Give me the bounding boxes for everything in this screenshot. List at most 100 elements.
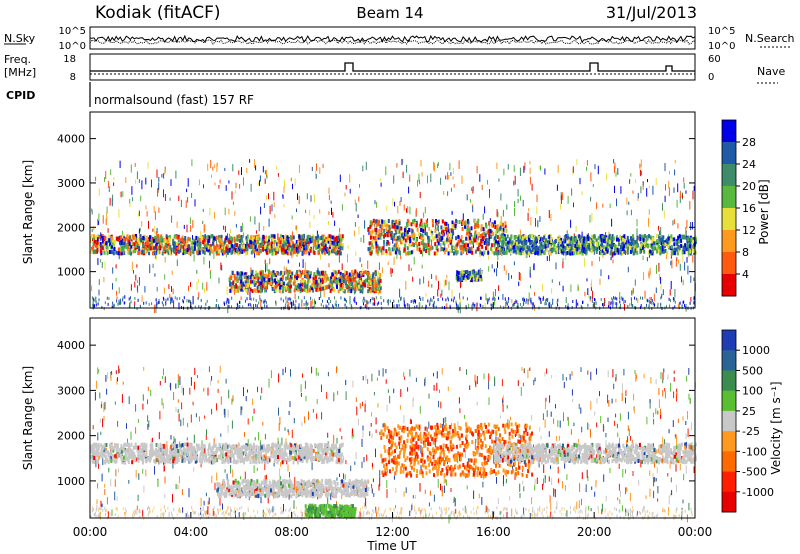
scatter-cell (468, 303, 470, 309)
band-cell (468, 247, 471, 252)
band-cell (251, 269, 254, 274)
band-cell (648, 243, 651, 248)
band-cell (525, 249, 528, 254)
scatter-cell (664, 195, 666, 202)
band-cell (337, 289, 340, 294)
band-cell (413, 243, 415, 247)
scatter-cell (203, 256, 205, 265)
band-cell (567, 243, 570, 248)
ground-scatter-cell (307, 307, 309, 311)
band-cell (527, 248, 530, 253)
band-cell (571, 237, 574, 241)
band-cell (279, 240, 282, 245)
scatter-cell (475, 234, 477, 239)
ground-scatter-cell (328, 297, 330, 301)
band-cell (648, 234, 651, 239)
scatter-cell (315, 174, 317, 179)
band-cell (175, 234, 178, 239)
band-cell (534, 240, 537, 245)
scatter-cell (659, 274, 661, 281)
band-cell (375, 241, 378, 246)
power-colorbar-label: Power [dB] (757, 179, 771, 244)
band-cell (473, 274, 476, 279)
band-cell (620, 250, 623, 255)
band-cell (278, 244, 281, 249)
band-cell (418, 235, 421, 239)
scatter-cell (643, 374, 645, 379)
scatter-cell (421, 264, 423, 269)
band-cell (488, 228, 491, 233)
band-cell (316, 239, 319, 243)
band-cell (283, 248, 286, 253)
ground-scatter-cell (404, 304, 406, 308)
scatter-cell (262, 421, 264, 426)
band-cell (280, 270, 282, 275)
scatter-cell (290, 269, 292, 275)
ground-scatter-cell (282, 299, 284, 303)
scatter-cell (629, 303, 631, 307)
ground-scatter-cell (507, 305, 509, 309)
scatter-cell (614, 185, 615, 194)
beam-title: Beam 14 (356, 4, 423, 22)
ground-scatter-cell (567, 303, 569, 307)
scatter-cell (691, 221, 693, 230)
band-cell (240, 248, 243, 253)
band-cell (368, 286, 371, 291)
scatter-cell (144, 286, 146, 293)
scatter-cell (290, 177, 292, 182)
scatter-cell (602, 253, 604, 258)
ground-scatter-cell (295, 299, 297, 303)
scatter-cell (260, 299, 262, 308)
scatter-cell (440, 293, 442, 298)
scatter-cell (447, 191, 449, 196)
scatter-cell (141, 221, 143, 227)
band-cell (289, 278, 292, 283)
scatter-cell (537, 220, 539, 228)
band-cell (477, 223, 480, 228)
scatter-cell (424, 207, 426, 214)
band-cell (571, 247, 574, 252)
power-heatmap (90, 158, 697, 314)
band-cell (477, 218, 480, 223)
ground-scatter-cell (256, 304, 258, 308)
band-cell (359, 289, 362, 294)
scatter-cell (202, 282, 204, 290)
band-cell (610, 243, 613, 248)
band-cell (113, 247, 116, 251)
band-cell (195, 235, 198, 240)
band-cell (468, 230, 471, 235)
band-cell (218, 249, 221, 254)
band-cell (324, 285, 327, 290)
scatter-cell (630, 173, 632, 177)
band-cell (147, 237, 150, 242)
scatter-cell (662, 289, 664, 296)
band-cell (566, 243, 569, 248)
band-cell (130, 238, 133, 243)
band-cell (254, 273, 257, 278)
band-cell (473, 238, 476, 243)
band-cell (422, 242, 425, 247)
ground-scatter-cell (335, 300, 337, 304)
band-cell (95, 243, 98, 248)
scatter-cell (393, 256, 395, 265)
band-cell (607, 243, 610, 248)
band-cell (661, 238, 664, 242)
band-cell (282, 240, 285, 245)
band-cell (469, 249, 472, 254)
band-cell (478, 247, 481, 252)
scatter-cell (392, 198, 394, 206)
band-cell (285, 238, 288, 243)
scatter-cell (676, 257, 678, 261)
band-cell (371, 238, 374, 243)
band-cell (494, 225, 497, 229)
scatter-cell (97, 483, 99, 489)
scatter-cell (532, 304, 534, 308)
band-cell (572, 251, 575, 256)
scatter-cell (274, 214, 276, 218)
band-cell (250, 250, 253, 255)
scatter-cell (655, 178, 657, 186)
band-cell (93, 234, 95, 239)
band-cell (314, 239, 317, 244)
band-cell (316, 234, 319, 239)
band-cell (312, 242, 315, 247)
